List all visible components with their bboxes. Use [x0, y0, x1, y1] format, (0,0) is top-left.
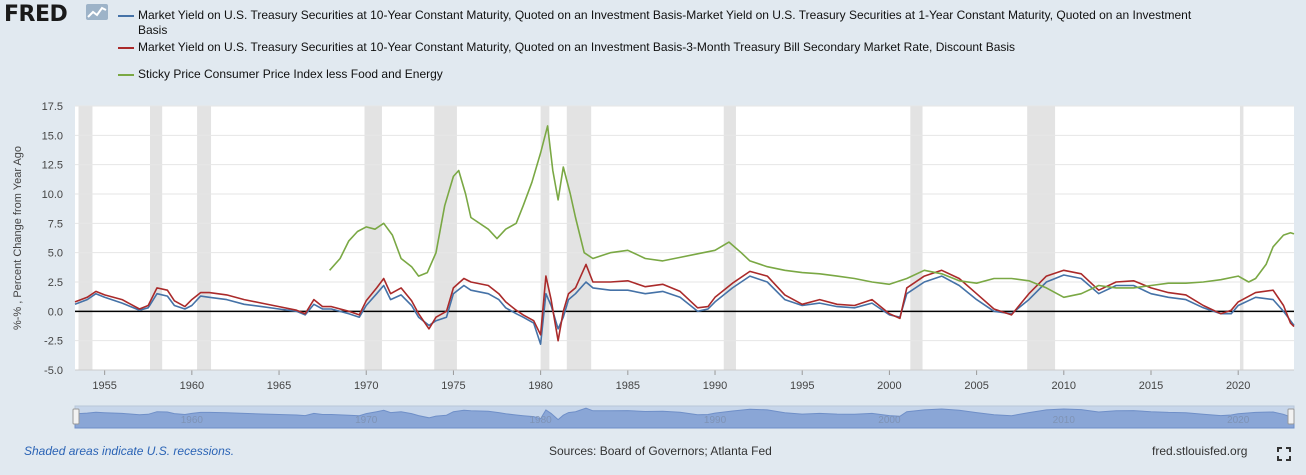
- legend-swatch: [118, 15, 134, 17]
- navigator-left-handle[interactable]: [72, 408, 80, 425]
- navigator-tick-label: 1960: [181, 415, 204, 426]
- y-axis-ticks: 17.5 15.0 12.5 10.0 7.5 5.0 2.5 0.0 -2.5 -5.0: [42, 101, 63, 377]
- x-tick-label: 1975: [441, 380, 465, 392]
- navigator-tick-label: 1980: [530, 415, 553, 426]
- y-tick-label: -2.5: [44, 336, 63, 348]
- y-tick-label: 0.0: [48, 306, 63, 318]
- y-tick-label: 15.0: [42, 130, 63, 142]
- navigator-tick-label: 2020: [1227, 415, 1250, 426]
- chart-legend: Market Yield on U.S. Treasury Securities…: [118, 8, 1218, 84]
- x-tick-label: 1985: [616, 380, 640, 392]
- legend-label: Market Yield on U.S. Treasury Securities…: [138, 8, 1192, 37]
- y-tick-label: 17.5: [42, 101, 63, 113]
- recession-band-2: [197, 106, 212, 370]
- legend-label: Sticky Price Consumer Price Index less F…: [138, 67, 443, 81]
- y-tick-label: 12.5: [42, 160, 63, 172]
- plot-background: [75, 106, 1294, 370]
- recession-band-1: [149, 106, 163, 370]
- y-tick-label: 5.0: [48, 248, 63, 260]
- legend-label: Market Yield on U.S. Treasury Securities…: [138, 40, 1016, 54]
- fullscreen-icon[interactable]: [1277, 447, 1291, 461]
- x-tick-label: 1980: [528, 380, 552, 392]
- range-navigator[interactable]: 1960 1970 1980 1990 2000 2010 2020: [72, 405, 1295, 429]
- chart-area[interactable]: 17.5 15.0 12.5 10.0 7.5 5.0 2.5 0.0 -2.5 -5.0 195…: [0, 0, 1306, 440]
- x-tick-label: 1960: [180, 380, 204, 392]
- recession-note: Shaded areas indicate U.S. recessions.: [24, 444, 235, 458]
- navigator-right-handle[interactable]: [1287, 408, 1295, 425]
- x-tick-label: 2015: [1139, 380, 1163, 392]
- y-tick-label: -5.0: [44, 365, 63, 377]
- series-line-0[interactable]: [74, 274, 1295, 346]
- navigator-ticks: 1960 1970 1980 1990 2000 2010 2020: [181, 415, 1250, 426]
- x-axis-ticks: 1955 1960 1965 1970 1975 1980 1985 1990 1995 2000…: [75, 369, 1294, 392]
- recession-band-7: [723, 106, 736, 370]
- legend-item-sticky-cpi[interactable]: Sticky Price Consumer Price Index less F…: [118, 67, 1218, 82]
- x-tick-label: 2020: [1226, 380, 1250, 392]
- x-tick-label: 2010: [1052, 380, 1076, 392]
- series-line-2[interactable]: [329, 125, 1295, 299]
- fred-logo[interactable]: FRED: [4, 2, 68, 27]
- recession-band-6: [566, 106, 592, 370]
- series-lines: [74, 125, 1295, 346]
- x-tick-label: 1995: [790, 380, 814, 392]
- legend-swatch: [118, 74, 134, 76]
- recession-band-4: [434, 106, 457, 370]
- y-tick-label: 7.5: [48, 218, 63, 230]
- recession-band-5: [540, 106, 550, 370]
- recession-band-3: [364, 106, 382, 370]
- y-tick-label: 10.0: [42, 189, 63, 201]
- series-line-1[interactable]: [74, 263, 1295, 342]
- legend-swatch: [118, 47, 134, 49]
- x-tick-label: 1990: [703, 380, 727, 392]
- recession-band-9: [1027, 106, 1056, 370]
- recession-band-10: [1239, 106, 1244, 370]
- x-tick-label: 1955: [92, 380, 116, 392]
- x-tick-label: 1965: [267, 380, 291, 392]
- recession-band-8: [910, 106, 923, 370]
- legend-item-10y-1y[interactable]: Market Yield on U.S. Treasury Securities…: [118, 8, 1218, 38]
- recession-band-0: [78, 106, 93, 370]
- navigator-tick-label: 2010: [1053, 415, 1076, 426]
- sources-text: Sources: Board of Governors; Atlanta Fed: [549, 444, 772, 458]
- navigator-tick-label: 1990: [704, 415, 727, 426]
- recession-shading: [78, 106, 1244, 370]
- y-axis-label: %-% , Percent Change from Year Ago: [12, 146, 24, 330]
- x-tick-label: 1970: [354, 380, 378, 392]
- site-link[interactable]: fred.stlouisfed.org: [1152, 444, 1248, 458]
- navigator-tick-label: 1970: [355, 415, 378, 426]
- navigator-area: [74, 407, 1295, 429]
- legend-item-10y-3m[interactable]: Market Yield on U.S. Treasury Securities…: [118, 40, 1218, 55]
- x-tick-label: 2005: [964, 380, 988, 392]
- y-tick-label: 2.5: [48, 277, 63, 289]
- chart-logo-icon: [86, 4, 108, 20]
- x-tick-label: 2000: [877, 380, 901, 392]
- navigator-tick-label: 2000: [878, 415, 901, 426]
